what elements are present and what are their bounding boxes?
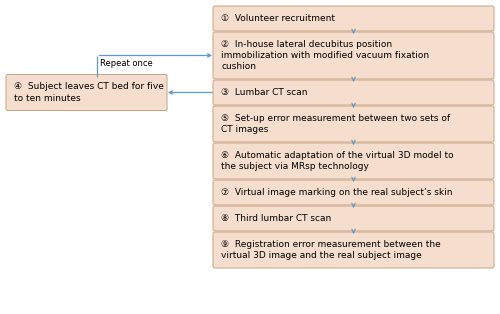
Text: Repeat once: Repeat once (100, 58, 152, 68)
Text: ②  In-house lateral decubitus position
immobilization with modified vacuum fixat: ② In-house lateral decubitus position im… (221, 40, 429, 71)
FancyBboxPatch shape (213, 106, 494, 142)
Text: ⑤  Set-up error measurement between two sets of
CT images: ⑤ Set-up error measurement between two s… (221, 114, 450, 134)
Text: ①  Volunteer recruitment: ① Volunteer recruitment (221, 14, 335, 23)
FancyBboxPatch shape (213, 180, 494, 205)
Text: ⑨  Registration error measurement between the
virtual 3D image and the real subj: ⑨ Registration error measurement between… (221, 240, 441, 260)
FancyBboxPatch shape (213, 32, 494, 79)
Text: ⑦  Virtual image marking on the real subject’s skin: ⑦ Virtual image marking on the real subj… (221, 188, 452, 197)
Text: ⑥  Automatic adaptation of the virtual 3D model to
the subject via MRsp technolo: ⑥ Automatic adaptation of the virtual 3D… (221, 151, 454, 171)
Text: ④  Subject leaves CT bed for five
to ten minutes: ④ Subject leaves CT bed for five to ten … (14, 83, 164, 103)
FancyBboxPatch shape (213, 232, 494, 268)
FancyBboxPatch shape (213, 80, 494, 105)
Text: ③  Lumbar CT scan: ③ Lumbar CT scan (221, 88, 308, 97)
FancyBboxPatch shape (213, 6, 494, 31)
Text: ⑧  Third lumbar CT scan: ⑧ Third lumbar CT scan (221, 214, 331, 223)
FancyBboxPatch shape (213, 206, 494, 231)
FancyBboxPatch shape (6, 74, 167, 111)
FancyBboxPatch shape (213, 143, 494, 179)
